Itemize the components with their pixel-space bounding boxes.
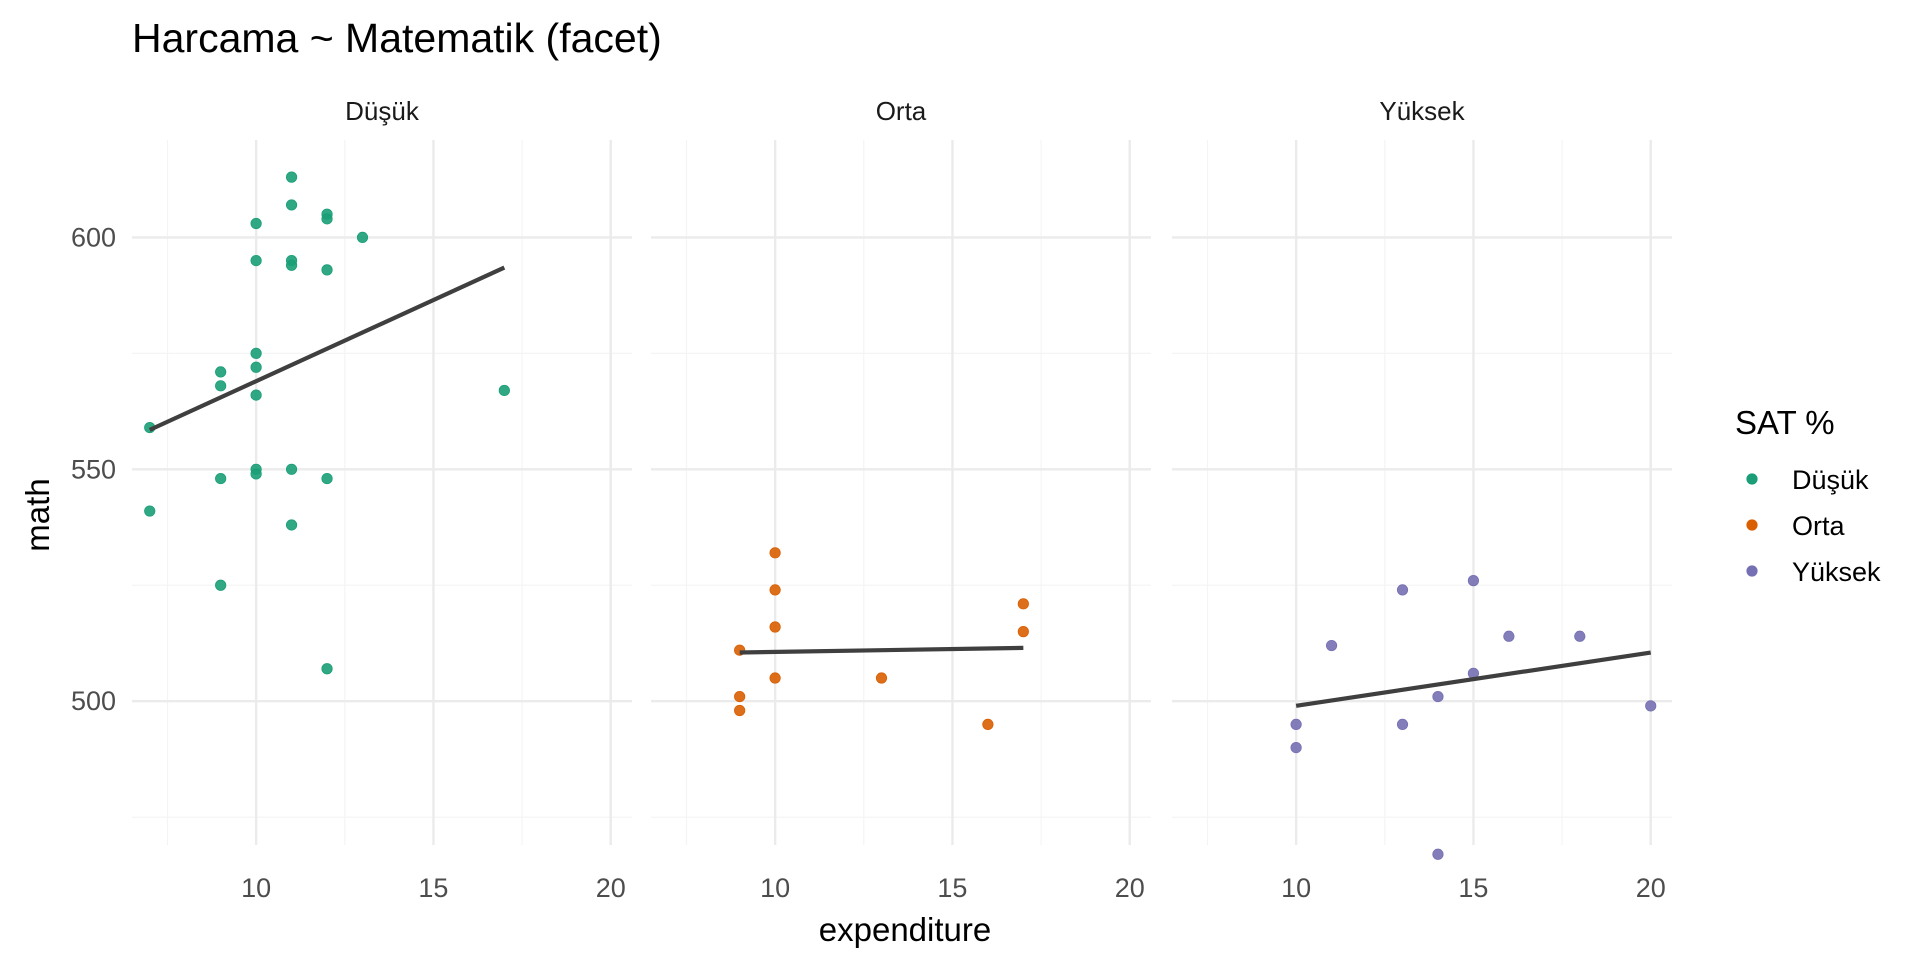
data-point bbox=[982, 718, 994, 731]
y-tick-label: 500 bbox=[71, 686, 116, 716]
data-point bbox=[1432, 848, 1444, 860]
data-point bbox=[769, 584, 781, 596]
x-tick-label: 10 bbox=[1281, 873, 1311, 903]
data-point bbox=[250, 361, 262, 373]
data-point bbox=[1467, 575, 1480, 587]
data-point bbox=[1396, 584, 1409, 596]
data-point bbox=[1017, 626, 1029, 638]
data-point bbox=[1017, 598, 1029, 610]
data-point bbox=[250, 254, 262, 267]
data-point bbox=[215, 472, 227, 485]
data-point bbox=[1290, 718, 1302, 731]
data-point bbox=[285, 259, 298, 271]
data-point bbox=[285, 199, 298, 211]
y-axis-ticks: 500 550 600 bbox=[71, 222, 116, 716]
x-tick-label: 20 bbox=[1115, 873, 1145, 903]
legend-label: Yüksek bbox=[1792, 557, 1881, 587]
legend-items: Düşük Orta Yüksek bbox=[1746, 465, 1881, 587]
data-point bbox=[250, 347, 262, 359]
data-point bbox=[734, 704, 746, 717]
facet-panel-orta: Orta 10 15 20 bbox=[651, 96, 1151, 903]
data-point bbox=[356, 231, 369, 244]
facet-strip-label: Düşük bbox=[345, 96, 420, 126]
facet-strip-label: Orta bbox=[876, 96, 927, 126]
legend-label: Düşük bbox=[1792, 465, 1869, 495]
data-point bbox=[1574, 630, 1586, 642]
data-point bbox=[144, 505, 156, 517]
x-tick-label: 20 bbox=[1636, 873, 1666, 903]
data-point bbox=[321, 472, 333, 485]
legend-item-orta: Orta bbox=[1746, 511, 1845, 541]
data-point bbox=[1325, 639, 1338, 652]
regression-line bbox=[739, 645, 1024, 655]
x-tick-label: 15 bbox=[418, 873, 448, 903]
chart-title: Harcama ~ Matematik (facet) bbox=[132, 15, 662, 61]
x-tick-label: 10 bbox=[760, 873, 790, 903]
data-point bbox=[321, 663, 333, 675]
data-point bbox=[1396, 718, 1409, 731]
x-axis-title: expenditure bbox=[819, 911, 991, 948]
legend-item-yuksek: Yüksek bbox=[1746, 557, 1881, 587]
data-point bbox=[875, 672, 888, 684]
legend-item-dusuk: Düşük bbox=[1746, 465, 1869, 495]
data-point bbox=[769, 621, 781, 633]
data-point bbox=[1432, 690, 1444, 703]
facet-strip-label: Yüksek bbox=[1379, 96, 1465, 126]
legend-title: SAT % bbox=[1735, 404, 1835, 441]
y-axis-title: math bbox=[19, 478, 56, 551]
x-tick-label: 15 bbox=[1458, 873, 1488, 903]
facet-panel-dusuk: Düşük 10 15 20 bbox=[132, 96, 632, 903]
y-tick-label: 550 bbox=[71, 454, 116, 484]
legend-label: Orta bbox=[1792, 511, 1845, 541]
y-tick-label: 600 bbox=[71, 222, 116, 252]
data-point bbox=[769, 672, 781, 684]
data-point bbox=[215, 380, 227, 392]
x-tick-label: 20 bbox=[596, 873, 626, 903]
facet-panels: Düşük 10 15 20 Orta 10 15 20 Yüksek 10 15 20 bbox=[132, 96, 1672, 903]
data-point bbox=[769, 547, 781, 559]
data-point bbox=[321, 213, 333, 225]
data-point bbox=[285, 171, 298, 183]
regression-line bbox=[148, 265, 506, 432]
regression-line bbox=[1295, 650, 1652, 708]
data-point bbox=[285, 519, 298, 531]
data-point bbox=[215, 366, 227, 378]
data-point bbox=[250, 389, 262, 401]
data-point bbox=[215, 579, 227, 591]
data-point bbox=[1503, 630, 1515, 642]
legend: SAT % Düşük Orta Yüksek bbox=[1735, 404, 1881, 587]
x-tick-label: 15 bbox=[937, 873, 967, 903]
facet-panel-yuksek: Yüksek 10 15 20 bbox=[1172, 96, 1672, 903]
data-point bbox=[1645, 700, 1657, 712]
data-point bbox=[285, 463, 298, 475]
data-point bbox=[734, 690, 746, 703]
data-point bbox=[250, 217, 262, 230]
x-tick-label: 10 bbox=[241, 873, 271, 903]
legend-key bbox=[1746, 473, 1758, 485]
legend-key bbox=[1746, 519, 1758, 531]
data-point bbox=[321, 264, 333, 276]
data-point bbox=[498, 384, 510, 397]
legend-key bbox=[1746, 565, 1758, 577]
data-point bbox=[250, 468, 262, 480]
data-point bbox=[1290, 741, 1302, 754]
